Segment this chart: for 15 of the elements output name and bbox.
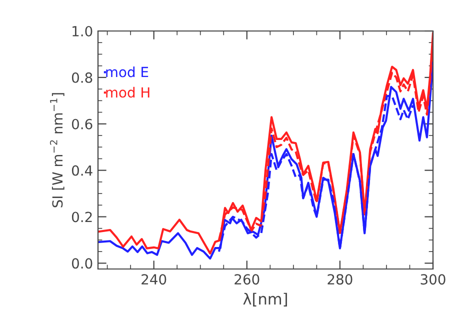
legend-label: mod H (106, 86, 150, 98)
x-tick-label: 280 (328, 274, 352, 285)
y-tick-label: 0.6 (72, 118, 92, 130)
x-tick-label: 300 (420, 274, 446, 285)
y-tick-label: 0.0 (72, 258, 92, 269)
y-tick-label: 0.2 (72, 212, 92, 222)
x-tick-label: 260 (234, 274, 260, 285)
line-series (218, 94, 414, 253)
legend-label: mod E (106, 66, 148, 78)
y-tick-label: 0.4 (72, 165, 92, 176)
y-axis-title: SI [W m$^{−2}$ nm$^{−1}$] (50, 93, 64, 208)
y-tick-label: 0.8 (72, 72, 92, 83)
x-axis-title: λ[nm] (243, 292, 287, 306)
x-tick-label: 240 (142, 274, 166, 285)
y-tick-label: 1.0 (72, 26, 92, 36)
